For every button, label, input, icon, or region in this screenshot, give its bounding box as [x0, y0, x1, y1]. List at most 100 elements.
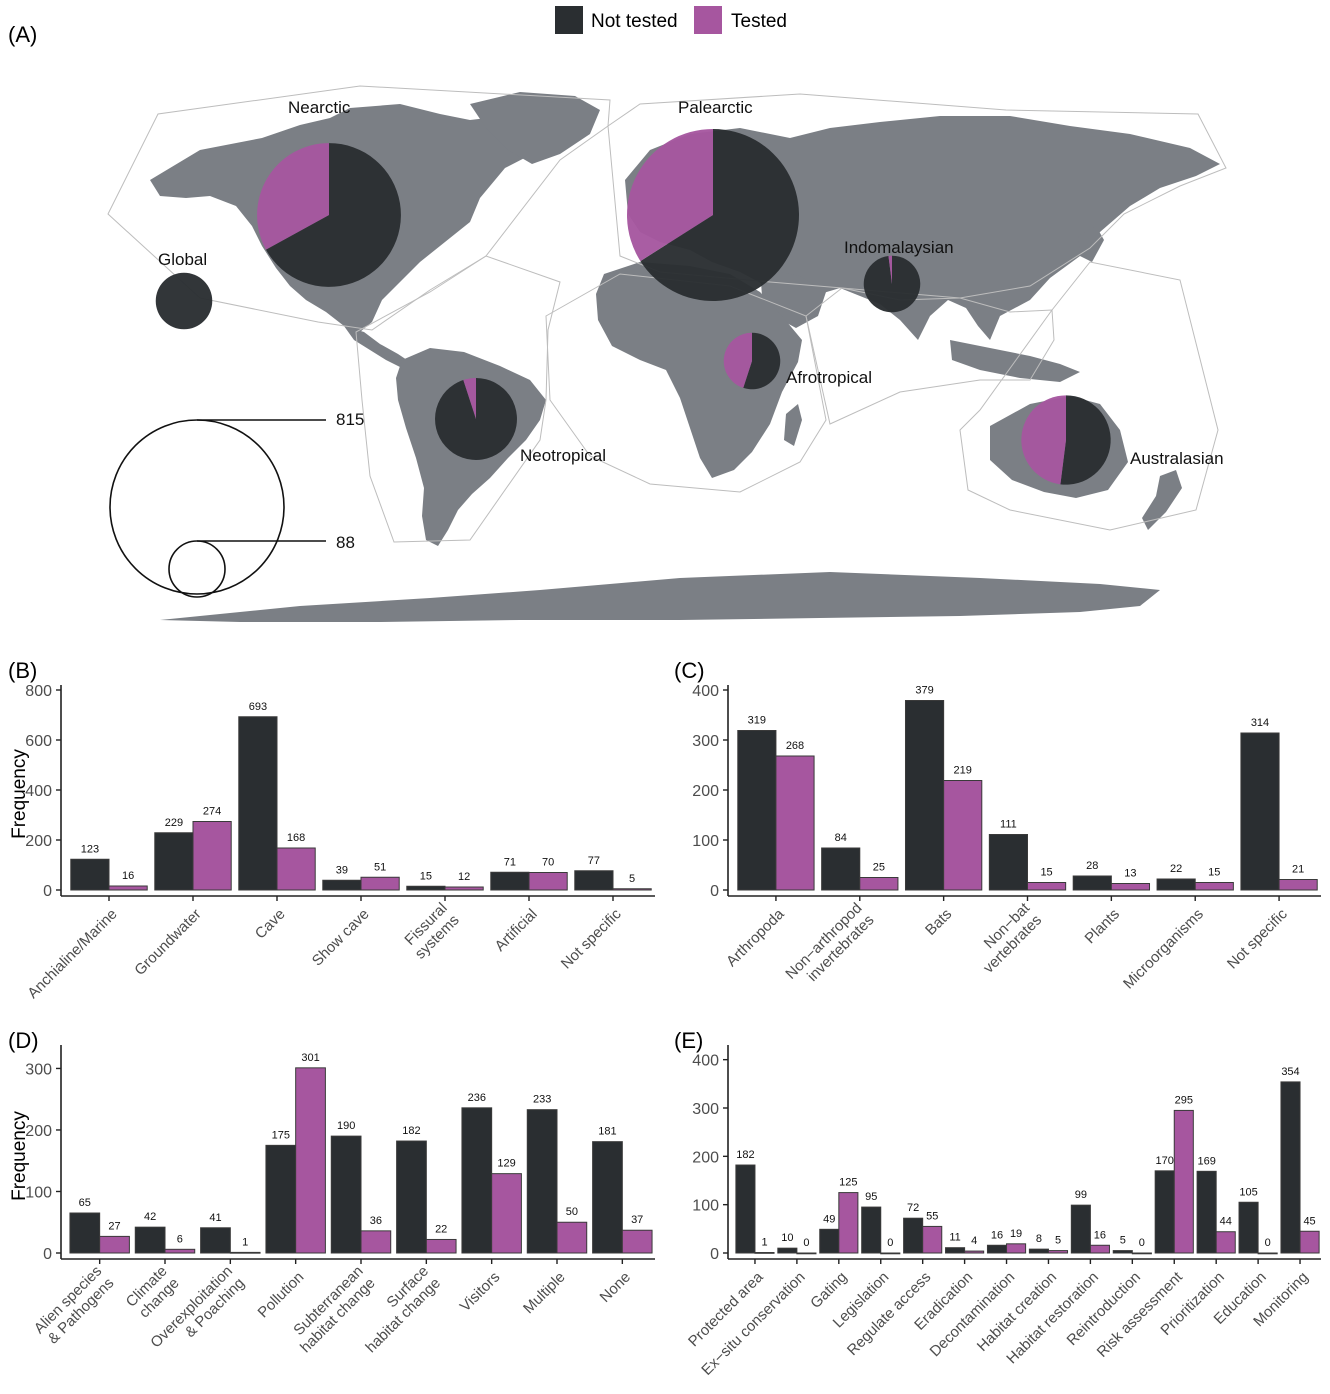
x-tick-label: Fissuralsystems	[400, 900, 463, 963]
bar-tested	[754, 1252, 775, 1254]
realm-label-australasian: Australasian	[1130, 449, 1224, 468]
data-label: 19	[1010, 1228, 1022, 1240]
x-tick-label-line: Artificial	[492, 906, 541, 955]
data-label: 5	[629, 873, 635, 885]
pie-nearctic	[257, 143, 401, 287]
size-legend-circle-small	[168, 540, 226, 598]
data-label: 301	[301, 1052, 319, 1064]
data-label: 65	[79, 1197, 91, 1209]
legend-key-tested	[694, 6, 722, 34]
boundary-australasian	[959, 261, 1219, 531]
y-tick-label: 0	[710, 1246, 719, 1263]
bar-not-tested	[265, 1144, 297, 1254]
bar-tested	[1089, 1244, 1110, 1254]
bar-not-tested	[70, 858, 110, 891]
legend-key-not-tested	[555, 6, 583, 34]
size-legend-circle-large	[109, 419, 285, 595]
panel-label-a: (A)	[8, 22, 37, 47]
boundary-neotropical	[355, 255, 561, 543]
x-tick-label: Multiple	[520, 1269, 569, 1318]
data-label: 72	[907, 1202, 919, 1214]
data-label: 182	[402, 1125, 420, 1137]
x-tick-label-line: Not specific	[558, 905, 625, 972]
bar-not-tested	[406, 885, 446, 891]
data-label: 12	[458, 871, 470, 883]
y-tick-label: 100	[25, 1184, 52, 1201]
data-label: 41	[209, 1212, 221, 1224]
y-tick-label: 300	[692, 1101, 719, 1118]
x-tick-label-line: Reintroduction	[1064, 1269, 1144, 1349]
y-tick-label: 400	[692, 1053, 719, 1070]
pie-afrotropical	[723, 332, 781, 390]
realm-boundaries	[107, 85, 1227, 543]
bar-not-tested	[903, 1217, 924, 1254]
data-label: 10	[781, 1232, 793, 1244]
bar-tested	[276, 847, 316, 891]
chart-b: 0 200 400 600 800 123 16 Anchialine/Marine 229 27…	[24, 683, 655, 1002]
data-label: 39	[336, 864, 348, 876]
bar-tested	[1006, 1243, 1027, 1254]
bar-tested	[1215, 1231, 1236, 1254]
x-tick-label: Non−batvertebrates	[968, 899, 1046, 977]
x-tick-label: Not specific	[1224, 905, 1291, 972]
panel-label-e: (E)	[674, 1028, 703, 1053]
data-label: 22	[435, 1223, 447, 1235]
data-label: 36	[370, 1215, 382, 1227]
data-label: 6	[177, 1233, 183, 1245]
data-label: 129	[497, 1158, 515, 1170]
bar-tested	[1278, 879, 1318, 891]
realm-pies	[155, 129, 1111, 485]
data-label: 181	[598, 1126, 616, 1138]
y-tick-label: 200	[25, 833, 52, 850]
realm-label-indomalaysian: Indomalaysian	[844, 238, 954, 257]
data-label: 42	[144, 1211, 156, 1223]
data-label: 37	[631, 1214, 643, 1226]
data-label: 45	[1303, 1215, 1315, 1227]
size-legend-label-small: 88	[336, 533, 355, 552]
bar-tested	[1299, 1230, 1320, 1254]
bar-not-tested	[821, 847, 861, 891]
data-label: 268	[786, 740, 804, 752]
data-label: 55	[926, 1210, 938, 1222]
bar-not-tested	[1280, 1081, 1301, 1254]
bar-tested	[164, 1248, 196, 1254]
x-tick-label: Alien species& Pathogens	[31, 1263, 118, 1350]
pie-global	[155, 272, 213, 330]
chart-c: 0 100 200 300 400 319 268 Arthropoda 84 25 Non−art…	[692, 683, 1321, 995]
data-label: 50	[566, 1206, 578, 1218]
y-axis-title-b: Frequency	[9, 749, 30, 839]
bar-not-tested	[69, 1212, 101, 1254]
realm-label-afrotropical: Afrotropical	[786, 368, 872, 387]
bar-not-tested	[574, 870, 614, 891]
bar-not-tested	[737, 730, 777, 891]
pie-australasian-not-tested	[1060, 395, 1111, 485]
bar-not-tested	[1154, 1170, 1175, 1254]
bar-tested	[838, 1192, 859, 1254]
x-tick-label: Visitors	[457, 1269, 504, 1316]
y-tick-label: 200	[692, 1149, 719, 1166]
data-label: 99	[1075, 1189, 1087, 1201]
y-tick-label: 400	[692, 683, 719, 700]
bar-tested	[192, 821, 232, 891]
bar-not-tested	[819, 1228, 840, 1254]
land-central-america	[344, 326, 410, 368]
bar-tested	[528, 872, 568, 891]
data-label: 77	[588, 855, 600, 867]
data-label: 105	[1239, 1186, 1257, 1198]
x-tick-label: Microorganisms	[1120, 906, 1207, 993]
data-label: 274	[203, 806, 221, 818]
y-tick-label: 100	[692, 1198, 719, 1215]
panel-label-b: (B)	[8, 658, 37, 683]
bar-tested	[556, 1221, 588, 1254]
data-label: 379	[915, 685, 933, 697]
y-tick-label: 400	[25, 783, 52, 800]
x-tick-label: Non−arthropodinvertebrates	[782, 900, 877, 995]
bar-tested	[880, 1252, 901, 1255]
data-label: 0	[803, 1237, 809, 1249]
realm-labels: Nearctic Palearctic Global Indomalaysian…	[158, 98, 1224, 468]
data-label: 13	[1124, 868, 1136, 880]
bar-tested	[943, 780, 983, 891]
x-tick-label: Groundwater	[131, 906, 204, 979]
bar-not-tested	[986, 1244, 1008, 1254]
